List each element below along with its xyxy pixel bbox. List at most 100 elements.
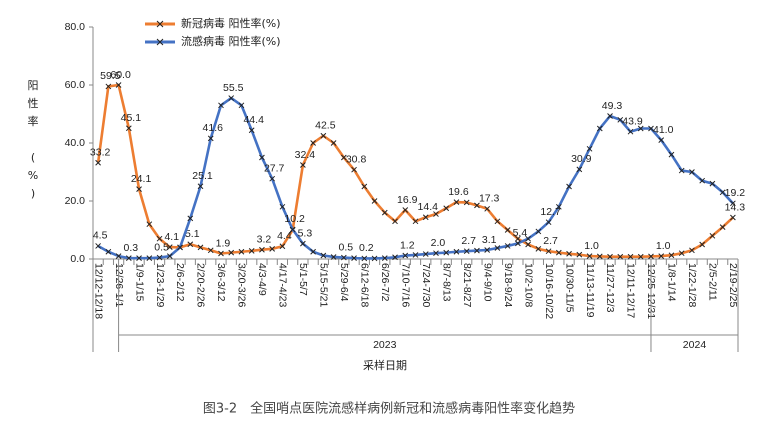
point-marker [617, 116, 624, 123]
x-tick-label: 9/4-9/10 [481, 263, 493, 302]
point-marker [515, 235, 521, 242]
point-marker [238, 102, 245, 109]
data-label: 12.7 [540, 206, 561, 218]
point-marker [166, 253, 173, 259]
point-marker [474, 202, 480, 209]
data-label: 1.2 [400, 239, 415, 251]
point-marker [371, 198, 378, 204]
y-tick-label: 40.0 [65, 137, 86, 149]
point-marker [402, 207, 409, 213]
data-label: 49.3 [602, 100, 623, 112]
data-label: 1.9 [216, 237, 231, 249]
point-marker [617, 253, 624, 260]
point-marker [381, 209, 388, 216]
point-marker [730, 200, 736, 207]
data-label: 60.0 [110, 69, 131, 81]
point-marker [453, 199, 460, 206]
point-marker [555, 203, 562, 210]
data-label: 30.8 [346, 153, 367, 165]
point-marker [648, 253, 654, 260]
point-marker [433, 211, 439, 217]
data-label: 32.4 [295, 149, 316, 161]
point-marker [637, 125, 644, 132]
point-marker [392, 218, 398, 225]
point-marker [525, 241, 531, 248]
point-marker [218, 102, 224, 109]
point-marker [463, 248, 470, 255]
point-marker [330, 254, 337, 260]
data-label: 30.9 [571, 153, 592, 165]
point-marker [689, 247, 695, 254]
point-marker [576, 251, 583, 258]
data-label: 25.1 [192, 170, 213, 182]
data-label: 14.4 [418, 201, 439, 213]
data-label: 59.5 [100, 70, 121, 82]
x-tick-label: 11/27-12/3 [604, 263, 616, 313]
year-label: 2024 [683, 339, 707, 351]
y-axis-title: 阳性率 (%) [28, 79, 39, 200]
point-marker [146, 221, 153, 228]
year-label: 2023 [373, 339, 397, 351]
x-tick-label: 3/6-3/12 [215, 263, 227, 302]
data-label: 5.1 [185, 228, 200, 240]
x-tick-label: 6/26-7/2 [379, 263, 391, 302]
point-marker [381, 255, 388, 261]
point-marker [105, 248, 112, 255]
point-marker [351, 255, 357, 261]
x-tick-label: 2/19-2/25 [727, 263, 739, 308]
point-marker [207, 135, 214, 142]
point-marker [289, 226, 296, 233]
x-tick-label: 7/10-7/16 [399, 263, 411, 308]
x-tick-label: 10/16-10/22 [543, 263, 555, 319]
point-marker [586, 253, 593, 259]
point-marker [125, 255, 132, 261]
point-marker [136, 186, 142, 192]
point-marker [300, 240, 306, 247]
data-label: 2.0 [431, 237, 446, 249]
y-tick-label: 0.0 [70, 253, 85, 265]
point-marker [494, 245, 501, 251]
x-tick-label: 11/13-11/19 [584, 263, 596, 318]
point-marker [320, 132, 327, 139]
point-marker [156, 235, 163, 242]
x-tick-label: 4/17-4/23 [277, 263, 289, 308]
x-tick-label: 7/24-7/30 [420, 263, 432, 308]
point-marker [156, 254, 163, 261]
point-marker [545, 248, 552, 255]
data-label: 4.5 [93, 230, 108, 242]
x-tick-label: 1/8-1/14 [666, 263, 678, 302]
point-marker [668, 151, 675, 158]
point-marker [607, 253, 613, 260]
x-tick-label: 8/21-8/27 [461, 263, 473, 308]
point-marker [320, 252, 327, 259]
point-marker [248, 248, 255, 254]
point-marker [566, 183, 572, 190]
y-tick-label: 60.0 [65, 79, 86, 91]
x-tick-label: 5/1-5/7 [297, 263, 309, 296]
point-marker [443, 249, 450, 256]
data-label: 55.5 [223, 82, 244, 94]
legend-marker [156, 20, 164, 28]
point-marker [207, 247, 214, 254]
point-marker [422, 251, 429, 257]
point-marker [433, 250, 439, 257]
data-label: 10.2 [284, 213, 305, 225]
x-tick-label: 12/12-12/18 [92, 263, 104, 319]
point-marker [586, 145, 593, 152]
data-label: 16.9 [397, 194, 418, 206]
point-marker [115, 82, 122, 88]
data-label: 17.3 [479, 193, 500, 205]
point-marker [555, 249, 562, 256]
point-marker [279, 203, 286, 210]
y-tick-label: 20.0 [65, 195, 86, 207]
point-marker [187, 215, 194, 222]
data-label: 19.2 [725, 187, 746, 199]
point-marker [607, 113, 613, 119]
x-tick-label: 1/9-1/15 [133, 263, 145, 302]
point-marker [269, 175, 276, 182]
point-marker [136, 255, 142, 261]
point-marker [361, 255, 368, 262]
point-marker [351, 166, 357, 173]
point-marker [709, 180, 716, 187]
data-label: 3.2 [257, 234, 272, 246]
